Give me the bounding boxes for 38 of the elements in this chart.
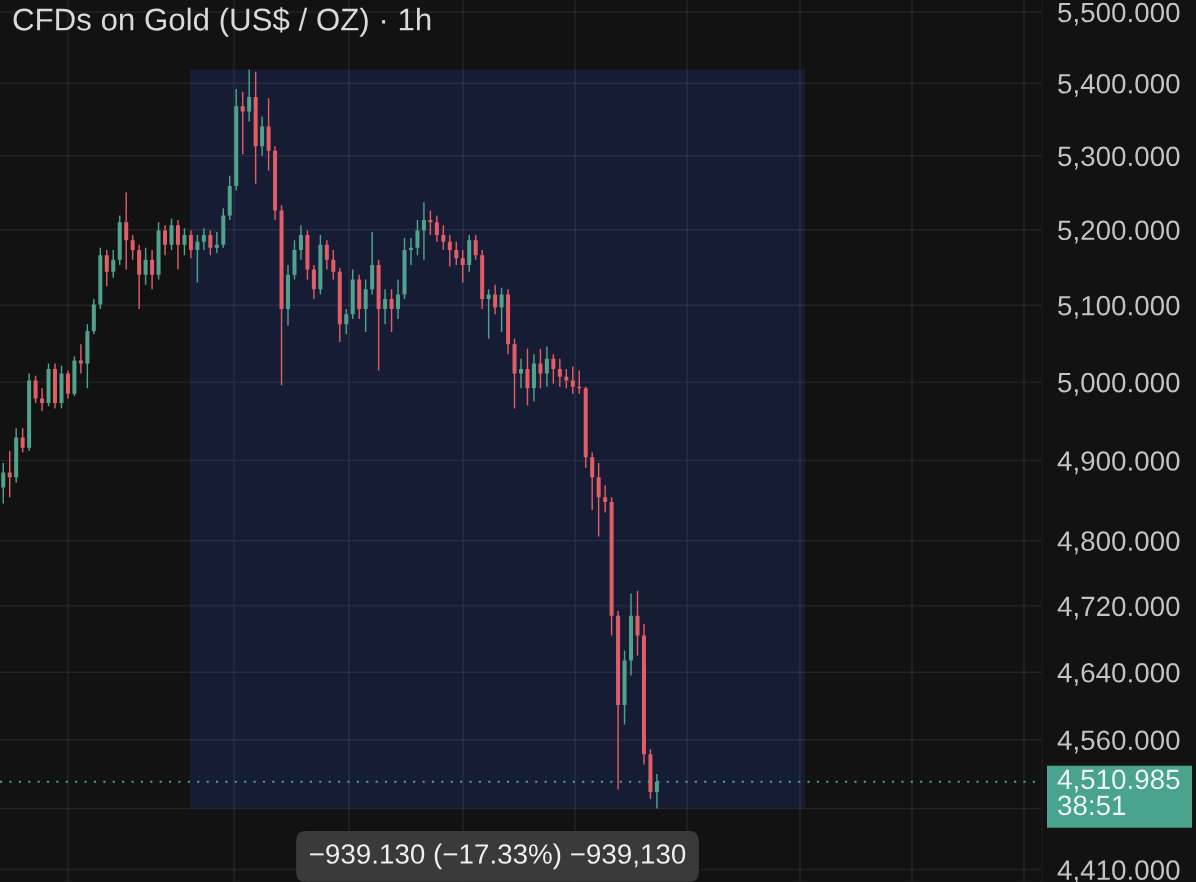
candlestick: [447, 235, 452, 267]
candlestick: [402, 238, 407, 300]
candlestick: [590, 452, 595, 510]
candlestick: [201, 228, 206, 250]
candlestick: [175, 220, 180, 270]
candlestick: [544, 346, 549, 387]
candlestick: [104, 250, 109, 287]
candlestick: [150, 250, 155, 290]
candlestick: [408, 238, 413, 266]
candlestick: [557, 358, 562, 387]
y-tick-label: 4,720.000: [1057, 596, 1180, 620]
y-tick-label: 5,100.000: [1058, 295, 1180, 319]
candlestick: [603, 485, 608, 513]
candlestick: [247, 69, 252, 122]
y-tick-label: 4,900.000: [1057, 451, 1180, 475]
candlestick: [137, 244, 142, 309]
candlestick: [518, 358, 524, 389]
y-tick-label: 5,000.000: [1058, 372, 1180, 396]
y-tick-label: 5,500.000: [1058, 2, 1180, 26]
y-tick-label: 4,640.000: [1057, 662, 1180, 686]
candlestick: [370, 232, 375, 295]
band-label: −939.130 (−17.33%) −939,130: [310, 843, 686, 870]
candlestick: [396, 279, 401, 319]
chart-title: CFDs on Gold (US$ / OZ) · 1h: [13, 7, 431, 37]
ref-line-label: 4,510.985: [1057, 769, 1180, 793]
candlestick: [78, 344, 83, 374]
candlestick: [40, 388, 45, 411]
y-tick-label: 5,200.000: [1058, 220, 1180, 244]
y-tick-label: 4,800.000: [1057, 531, 1180, 555]
text: 38:51: [1058, 795, 1126, 816]
y-tick-label: 5,400.000: [1058, 73, 1180, 97]
candlestick: [298, 225, 303, 260]
candlestick: [214, 232, 219, 253]
candlestick: [124, 192, 129, 270]
candlestick: [383, 289, 388, 325]
y-tick-label: 4,560.000: [1057, 730, 1180, 754]
candlestick: [421, 202, 426, 260]
y-tick-label: 5,300.000: [1058, 146, 1180, 170]
